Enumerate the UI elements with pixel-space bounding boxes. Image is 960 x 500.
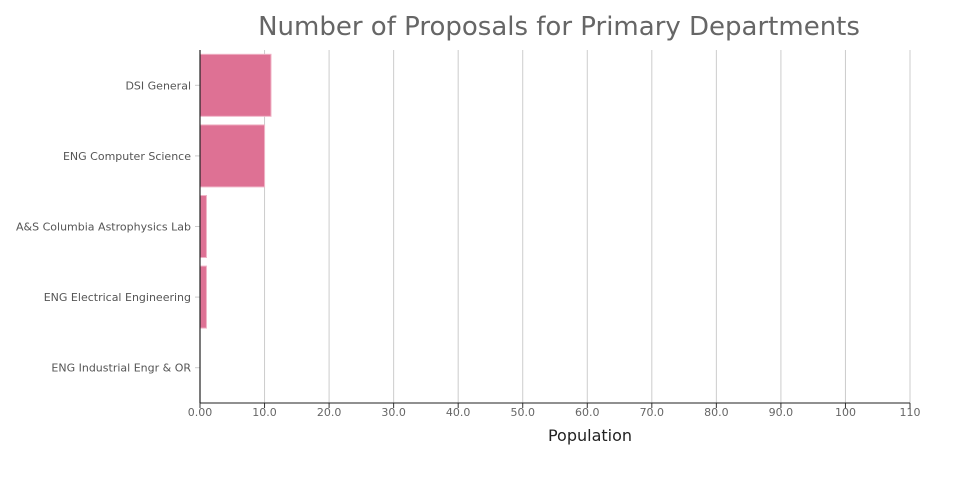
bar (199, 265, 207, 329)
x-tick-label: 100 (835, 406, 856, 419)
x-tick-label: 90.0 (769, 406, 794, 419)
x-tick-label: 10.0 (252, 406, 277, 419)
x-tick-label: 50.0 (510, 406, 535, 419)
x-axis-label: Population (548, 426, 632, 445)
x-tick-label: 40.0 (446, 406, 471, 419)
x-tick-label: 60.0 (575, 406, 600, 419)
x-tick-label: 80.0 (704, 406, 729, 419)
x-tick-label: 0.00 (188, 406, 213, 419)
bar (199, 53, 272, 117)
x-tick-label: 20.0 (317, 406, 342, 419)
chart-title: Number of Proposals for Primary Departme… (258, 12, 860, 42)
y-tick-label: ENG Electrical Engineering (44, 291, 191, 304)
y-tick-label: ENG Industrial Engr & OR (51, 362, 191, 375)
y-tick-label: A&S Columbia Astrophysics Lab (16, 221, 191, 234)
x-tick-label: 70.0 (640, 406, 665, 419)
y-tick-label: ENG Computer Science (63, 150, 191, 163)
y-tick-label: DSI General (125, 79, 191, 92)
x-tick-label: 30.0 (381, 406, 406, 419)
bar (199, 195, 207, 258)
bar (199, 124, 266, 188)
x-tick-label: 110 (900, 406, 921, 419)
